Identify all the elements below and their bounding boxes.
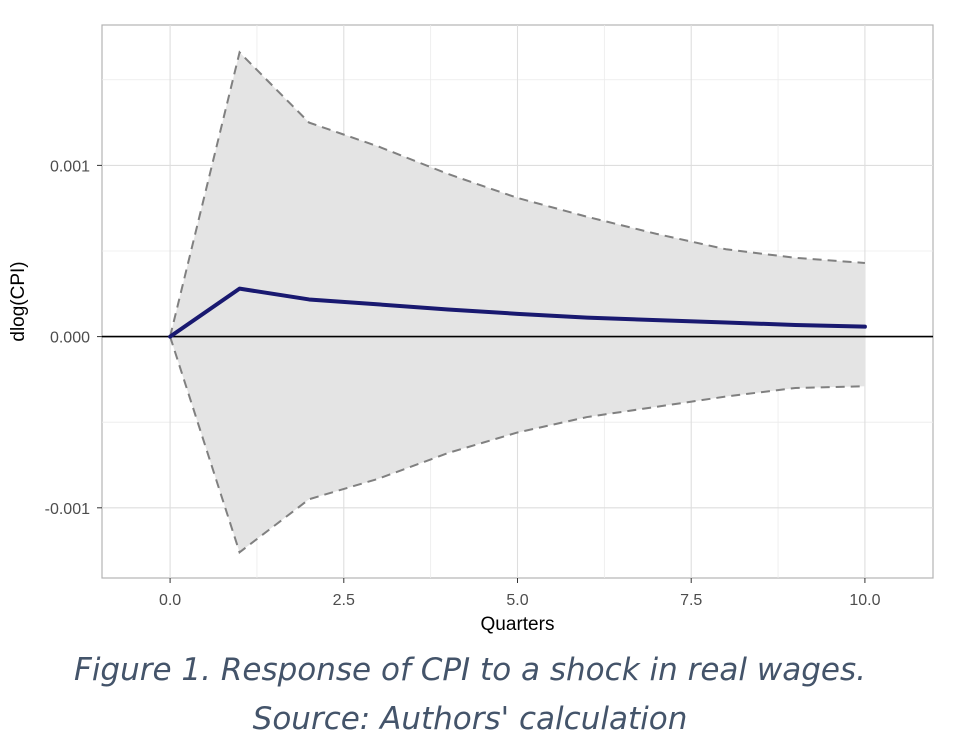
y-axis-title: dlog(CPI) [8,261,29,341]
lower-bound-line [169,336,865,554]
response-line [168,286,867,339]
x-tick-label: 0.0 [159,592,181,609]
data-marks [102,50,933,554]
axis-ticks: 0.0 2.5 5.0 7.5 10.0 -0.001 0.000 0.001 [45,158,881,609]
y-tick-label: 0.000 [50,330,90,347]
y-tick-label: -0.001 [45,501,90,518]
y-tick-label: 0.001 [50,158,90,175]
impulse-response-chart: 0.0 2.5 5.0 7.5 10.0 -0.001 0.000 0.001 Quarter… [8,24,934,635]
x-tick-label: 5.0 [506,592,528,609]
figure-caption: Figure 1. Response of CPI to a shock in … [73,652,866,688]
confidence-band [170,52,865,553]
x-tick-label: 7.5 [680,592,702,609]
x-tick-label: 10.0 [849,592,880,609]
figure-source: Source: Authors' calculation [252,701,688,737]
x-axis-title: Quarters [481,614,555,635]
x-tick-label: 2.5 [333,592,355,609]
